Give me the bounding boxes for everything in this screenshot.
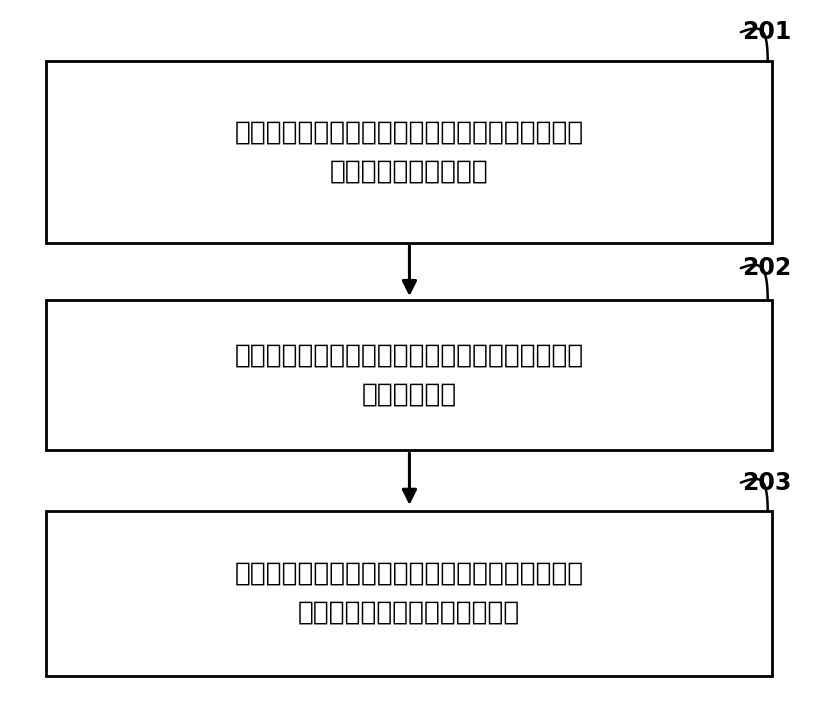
Text: 获取目标终端的阵列接收信号，并确定该阵列接收
信号对应的信号子空间: 获取目标终端的阵列接收信号，并确定该阵列接收 信号对应的信号子空间: [234, 119, 584, 184]
Text: 确定该系数矩阵对应的频谱峰值，并根据该频谱峰
值，得到该目标终端的定位参数: 确定该系数矩阵对应的频谱峰值，并根据该频谱峰 值，得到该目标终端的定位参数: [234, 561, 584, 626]
Bar: [46, 511, 772, 676]
Text: 202: 202: [743, 256, 792, 280]
Text: 203: 203: [743, 470, 792, 495]
Bar: [46, 61, 772, 243]
Text: 根据该信号子空间以及预先确定的扩展采样矩阵，
确定系数矩阵: 根据该信号子空间以及预先确定的扩展采样矩阵， 确定系数矩阵: [234, 343, 584, 408]
Bar: [46, 300, 772, 450]
Text: 201: 201: [743, 20, 792, 44]
